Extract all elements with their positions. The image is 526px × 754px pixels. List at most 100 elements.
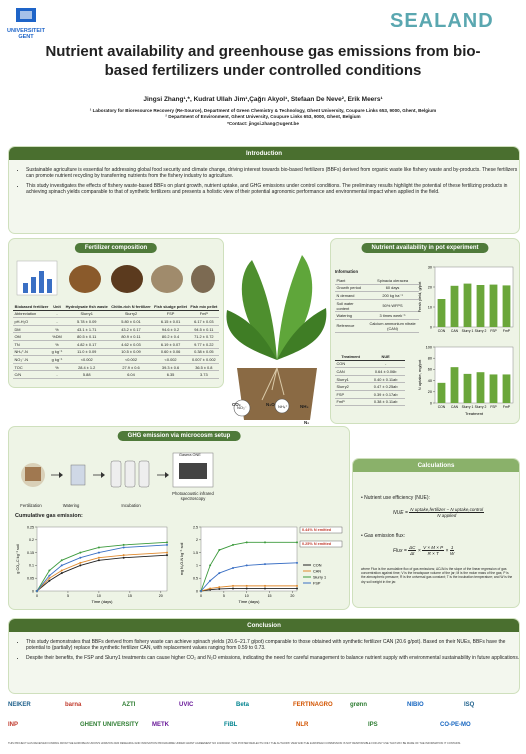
section-heading: Nutrient availability in pot experiment bbox=[361, 243, 489, 253]
data-point bbox=[48, 579, 51, 582]
table-cell: C/N bbox=[13, 370, 51, 379]
data-point bbox=[79, 564, 82, 567]
table-cell: Plant bbox=[335, 277, 367, 285]
bar bbox=[437, 299, 446, 327]
contact: *Contact: jingsi.zhang@ugent.be bbox=[227, 120, 299, 126]
x-axis-label: Time (days) bbox=[92, 599, 114, 604]
plot-area bbox=[434, 266, 514, 328]
table-cell: CAN bbox=[335, 367, 367, 376]
table-cell: 10.5 ± 0.09 bbox=[109, 348, 153, 357]
table-cell: % bbox=[50, 340, 64, 349]
table-cell: g kg⁻¹ bbox=[50, 355, 64, 364]
table-row: NO₃⁻-N g kg⁻¹ <0.002 <0.002 <0.002 0.007 ± 0.… bbox=[13, 355, 219, 364]
x-tick-label: 0 bbox=[36, 594, 38, 598]
table-row: pH-H₂O -5.78 ± 0.09 5.80 ± 0.01 6.15 ± 0.01… bbox=[13, 317, 219, 326]
data-point bbox=[122, 546, 125, 549]
data-point bbox=[97, 556, 100, 559]
partner-logo: UVIC bbox=[179, 702, 194, 708]
numerator: ΔC bbox=[408, 545, 417, 551]
table-cell: 6.17 ± 0.03 bbox=[188, 317, 219, 326]
data-point bbox=[245, 587, 248, 590]
y-tick-label: 0.25 bbox=[27, 525, 34, 529]
header-cell: Treatment bbox=[335, 353, 367, 361]
table-cell: Calcium ammonium nitrate (CAN) bbox=[366, 319, 419, 333]
table-cell: NO₃⁻-N bbox=[13, 355, 51, 364]
data-point bbox=[60, 564, 63, 567]
y-axis-label: mg N₂O-N kg⁻¹ soil bbox=[180, 543, 184, 576]
x-tick-label: CON bbox=[438, 329, 446, 333]
step-label: Incubation bbox=[121, 503, 141, 508]
table-cell: - bbox=[50, 310, 64, 319]
nue-label: • Nutrient use efficiency (NUE): bbox=[361, 495, 430, 501]
data-point bbox=[296, 587, 298, 590]
diagram-label: N₂O bbox=[266, 402, 275, 407]
y-tick-label: 0.05 bbox=[27, 577, 34, 581]
conclusion-panel: Conclusion This study demonstrates that … bbox=[8, 618, 520, 694]
table-cell: TN bbox=[13, 340, 51, 349]
data-point bbox=[218, 572, 221, 575]
data-point bbox=[218, 549, 221, 552]
bullet: This study investigates the effects of f… bbox=[26, 183, 520, 196]
legend-label: Slurry 1 bbox=[313, 575, 326, 579]
conclusion-bullets: This study demonstrates that BBFs derive… bbox=[17, 639, 520, 664]
data-point bbox=[296, 541, 298, 544]
bar bbox=[463, 283, 472, 327]
data-point bbox=[48, 574, 51, 577]
data-point bbox=[296, 561, 298, 564]
header-cell: Fish sludge pellet bbox=[152, 303, 189, 311]
table-cell: Soil water content bbox=[335, 299, 367, 313]
table-cell: Reference bbox=[335, 319, 367, 333]
table-cell: Growth period bbox=[335, 284, 367, 293]
header-cell: Fish mix pellet bbox=[188, 303, 219, 311]
table-cell: 39.3 ± 0.6 bbox=[152, 363, 189, 372]
partner-logo: INP bbox=[8, 722, 19, 728]
x-tick-label: 10 bbox=[245, 594, 249, 598]
step-label: Fertilization bbox=[20, 503, 42, 508]
x-tick-label: Slurry 1 bbox=[462, 405, 474, 409]
x-tick-label: FSP bbox=[490, 405, 497, 409]
table-cell: 28.4 ± 1.2 bbox=[63, 363, 110, 372]
y-tick-label: 20 bbox=[428, 285, 432, 289]
table-cell: 50% WFPS bbox=[366, 299, 419, 313]
y-axis-label: g CO₂-C kg⁻¹ soil bbox=[16, 544, 20, 574]
fertilizer-photos bbox=[16, 260, 215, 296]
table-row: FSP 0.39 ± 0.17ab bbox=[335, 390, 405, 399]
table-cell: 0.40 ± 0.11ab bbox=[366, 375, 405, 384]
denominator: Δt bbox=[410, 551, 415, 556]
table-cell: 0.64 ± 0.06b bbox=[366, 367, 405, 376]
line-chart: 0 0.5 1 1.5 2 2.5 0 5 10 15 20 Time (days) mg N₂O-N … bbox=[180, 525, 343, 604]
partner-logo: FERTINAGRO bbox=[293, 702, 333, 708]
data-point bbox=[200, 590, 202, 592]
table-cell: <0.002 bbox=[109, 355, 153, 364]
table-cell: 0.60 ± 0.06 bbox=[152, 348, 189, 357]
table-row: N demand 200 kg ha⁻¹ bbox=[335, 291, 419, 300]
x-tick-label: 20 bbox=[290, 594, 294, 598]
table-cell: FSP bbox=[335, 390, 367, 399]
data-point bbox=[232, 584, 234, 587]
table-cell: Slurry2 bbox=[335, 382, 367, 391]
table-row: NH₄⁺-N g kg⁻¹ 11.0 ± 0.09 10.5 ± 0.09 0.60 ±… bbox=[13, 348, 219, 357]
info-table: Plant Spinacia oleracea Growth period 60 da… bbox=[335, 277, 419, 333]
device-label: Gasera ONE bbox=[179, 453, 201, 457]
table-cell: 11.0 ± 0.09 bbox=[63, 348, 110, 357]
section-heading: Fertilizer composition bbox=[74, 243, 158, 253]
x-tick-label: FmP bbox=[503, 405, 511, 409]
partner-logo: NEIKER bbox=[8, 702, 31, 708]
table-row: CON - bbox=[335, 360, 405, 369]
partner-logo: METK bbox=[152, 722, 169, 728]
table-cell: 5.78 ± 0.09 bbox=[63, 317, 110, 326]
plot-area bbox=[36, 526, 168, 592]
header-row: Biobased fertilizer Unit Hydrolysate fish … bbox=[13, 303, 219, 311]
data-point bbox=[48, 569, 51, 572]
y-tick-label: 0 bbox=[32, 589, 34, 593]
label: Nutrient use efficiency (NUE): bbox=[364, 495, 430, 501]
project-logo: SEALAND bbox=[390, 10, 494, 32]
table-row: Soil water content 50% WFPS bbox=[335, 299, 419, 313]
table-cell: 71.2 ± 0.72 bbox=[188, 332, 219, 341]
authors: Jingsi Zhang¹,*, Kudrat Ullah Jim¹,Çağrı… bbox=[143, 96, 383, 103]
y-tick-label: 30 bbox=[428, 265, 432, 269]
table-cell: DM bbox=[13, 325, 51, 334]
data-point bbox=[60, 559, 63, 562]
data-point bbox=[97, 551, 100, 554]
